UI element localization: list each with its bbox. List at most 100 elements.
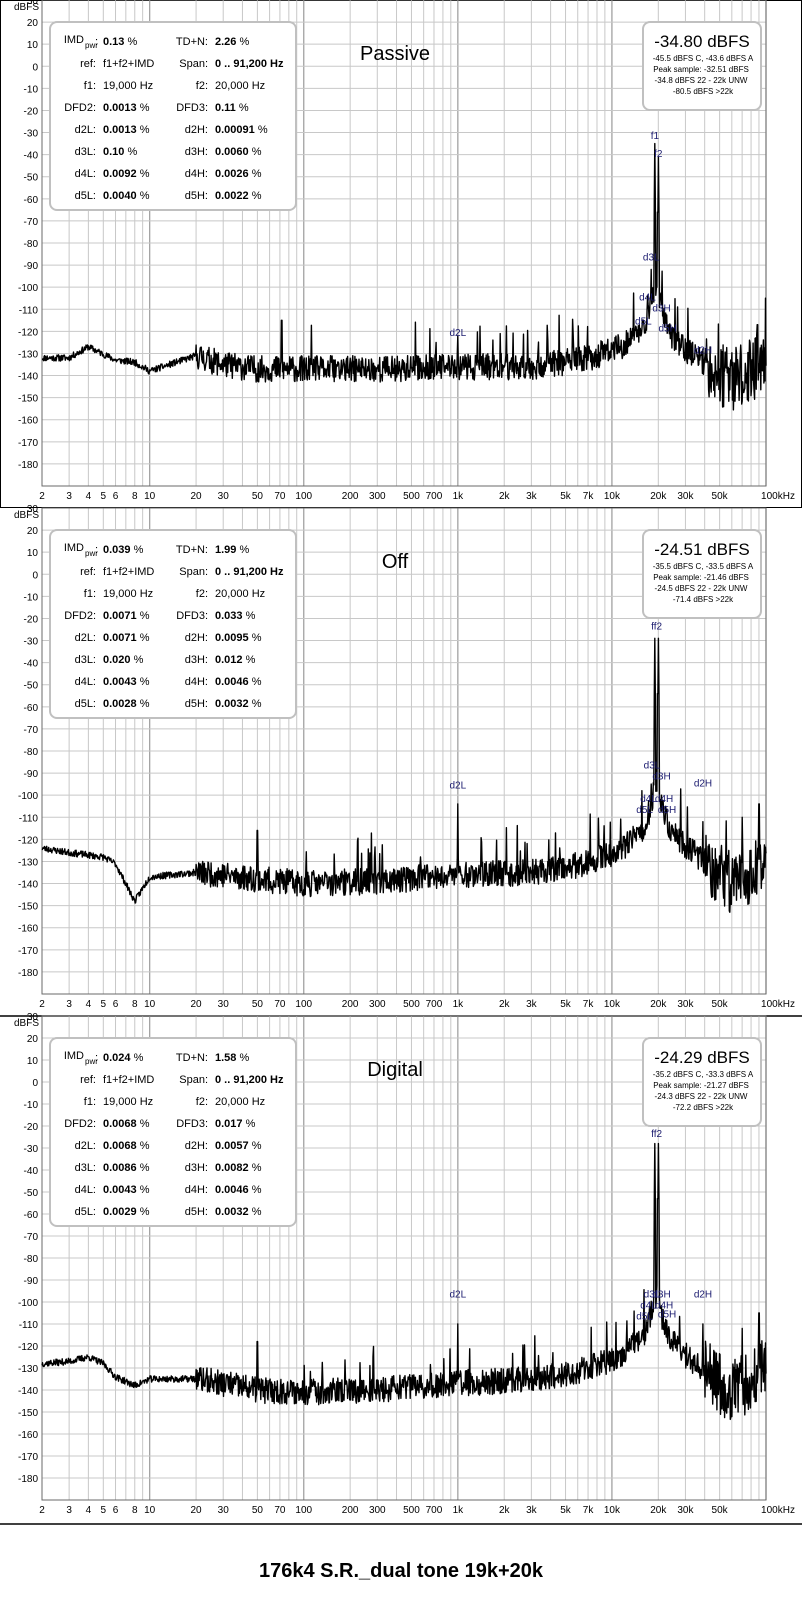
stat-label: DFD3:: [176, 1118, 208, 1130]
stat-label: d3L:: [75, 146, 96, 158]
plot-area: [41, 507, 767, 995]
figure-caption: 176k4 S.R._dual tone 19k+20k: [258, 1560, 544, 1582]
x-tick-label: 20k: [650, 1505, 667, 1516]
stat-label: d5L:: [75, 1206, 96, 1218]
stat-value: f1+f2+IMD: [103, 566, 154, 578]
y-tick-label: -70: [24, 725, 39, 736]
level-value: -24.51 dBFS: [654, 540, 749, 559]
stats-box: [49, 21, 297, 211]
level-detail: Peak sample: -21.46 dBFS: [653, 573, 749, 582]
harmonic-marker: d5H: [658, 805, 676, 816]
y-tick-label: -20: [24, 1122, 39, 1133]
x-tick-label: 3k: [526, 1505, 538, 1516]
x-tick-label: 8: [132, 999, 138, 1010]
x-tick-label: 50: [252, 1505, 264, 1516]
stat-value: 0.0026 %: [215, 168, 262, 180]
stat-label: TD+N:: [176, 1052, 208, 1064]
y-tick-label: 20: [27, 526, 39, 537]
x-tick-label: 100kHz: [761, 491, 795, 502]
stat-value: 0.0040 %: [103, 190, 150, 202]
stat-value: 19,000 Hz: [103, 1096, 153, 1108]
x-tick-label: 50: [252, 999, 264, 1010]
stat-label: Span:: [179, 1074, 208, 1086]
y-tick-label: -60: [24, 1210, 39, 1221]
stat-value: 0.0057 %: [215, 1140, 262, 1152]
stat-label: d4H:: [185, 168, 208, 180]
y-tick-label: 30: [27, 1012, 39, 1023]
y-tick-label: -110: [19, 305, 39, 316]
y-tick-label: -20: [24, 614, 39, 625]
x-tick-label: 7k: [583, 1505, 595, 1516]
harmonic-marker: d3L: [644, 1290, 661, 1301]
stat-label: TD+N:: [176, 544, 208, 556]
x-tick-label: 5: [101, 491, 107, 502]
x-tick-label: 20k: [650, 491, 667, 502]
x-tick-label: 6: [113, 999, 119, 1010]
x-tick-label: 10k: [604, 491, 621, 502]
y-tick-label: -160: [18, 924, 38, 935]
x-tick-label: 5k: [560, 999, 572, 1010]
y-tick-label: -150: [18, 1408, 38, 1419]
harmonic-marker: d5L: [636, 1312, 653, 1323]
level-detail: -24.5 dBFS 22 - 22k UNW: [655, 584, 748, 593]
x-tick-label: 700: [426, 491, 443, 502]
harmonic-marker: d5L: [636, 805, 653, 816]
y-tick-label: -60: [24, 703, 39, 714]
chart-title: Off: [382, 551, 409, 573]
level-detail: -72.2 dBFS >22k: [673, 1103, 734, 1112]
stat-value: 0.10 %: [103, 146, 137, 158]
stat-value: 0.017 %: [215, 1118, 256, 1130]
harmonic-marker: d3H: [652, 1290, 670, 1301]
stat-label: DFD2:: [64, 102, 96, 114]
y-axis-label: dBFS: [14, 510, 39, 521]
harmonic-marker: f1: [651, 131, 660, 142]
y-tick-label: -130: [18, 857, 38, 868]
stat-label: d2H:: [185, 632, 208, 644]
harmonic-marker: d4L: [639, 292, 656, 303]
stat-value: 20,000 Hz: [215, 1096, 265, 1108]
x-tick-label: 300: [369, 491, 386, 502]
x-tick-label: 3: [66, 1505, 72, 1516]
stat-value: f1+f2+IMD: [103, 1074, 154, 1086]
y-tick-label: -170: [18, 946, 38, 957]
stat-value: 0.0071 %: [103, 632, 150, 644]
chart-panel: 3020100-10-20-30-40-50-60-70-80-90-100-1…: [14, 1012, 795, 1516]
level-detail: -34.8 dBFS 22 - 22k UNW: [655, 76, 748, 85]
stat-label: d2H:: [185, 124, 208, 136]
x-tick-label: 10k: [604, 999, 621, 1010]
y-tick-label: -10: [24, 84, 39, 95]
stat-value: 0.11 %: [215, 102, 249, 114]
chart-title: Passive: [360, 43, 430, 65]
stat-label: d5H:: [185, 1206, 208, 1218]
harmonic-marker: d2L: [450, 1290, 467, 1301]
x-tick-label: 2: [39, 491, 45, 502]
y-tick-label: -130: [18, 349, 38, 360]
stat-label: f2:: [196, 80, 208, 92]
harmonic-marker: ff2: [651, 622, 662, 633]
x-tick-label: 3k: [526, 999, 538, 1010]
stat-value: 0.0060 %: [215, 146, 262, 158]
x-tick-label: 30: [218, 999, 230, 1010]
y-tick-label: -100: [18, 283, 38, 294]
x-tick-label: 50k: [712, 491, 729, 502]
stat-value: 0 .. 91,200 Hz: [215, 58, 284, 70]
x-tick-label: 10k: [604, 1505, 621, 1516]
level-box: -24.29 dBFS -35.2 dBFS C, -33.3 dBFS A Pea…: [642, 1037, 762, 1127]
x-tick-label: 30k: [677, 999, 694, 1010]
x-tick-label: 50: [252, 491, 264, 502]
harmonic-marker: d5H: [658, 1309, 676, 1320]
stat-label: Span:: [179, 58, 208, 70]
harmonic-marker: d3H: [652, 772, 670, 783]
x-tick-label: 1k: [453, 1505, 465, 1516]
y-tick-label: -40: [24, 1166, 39, 1177]
x-tick-label: 20: [191, 491, 203, 502]
stat-label: f2:: [196, 588, 208, 600]
x-tick-label: 700: [426, 999, 443, 1010]
stat-label: ref:: [80, 58, 96, 70]
stat-value: 0.0095 %: [215, 632, 262, 644]
stat-value: 0.0028 %: [103, 698, 150, 710]
stat-label: IMD: [64, 1050, 84, 1062]
y-tick-label: -50: [24, 1188, 39, 1199]
y-tick-label: -150: [18, 902, 38, 913]
y-tick-label: -130: [18, 1364, 38, 1375]
